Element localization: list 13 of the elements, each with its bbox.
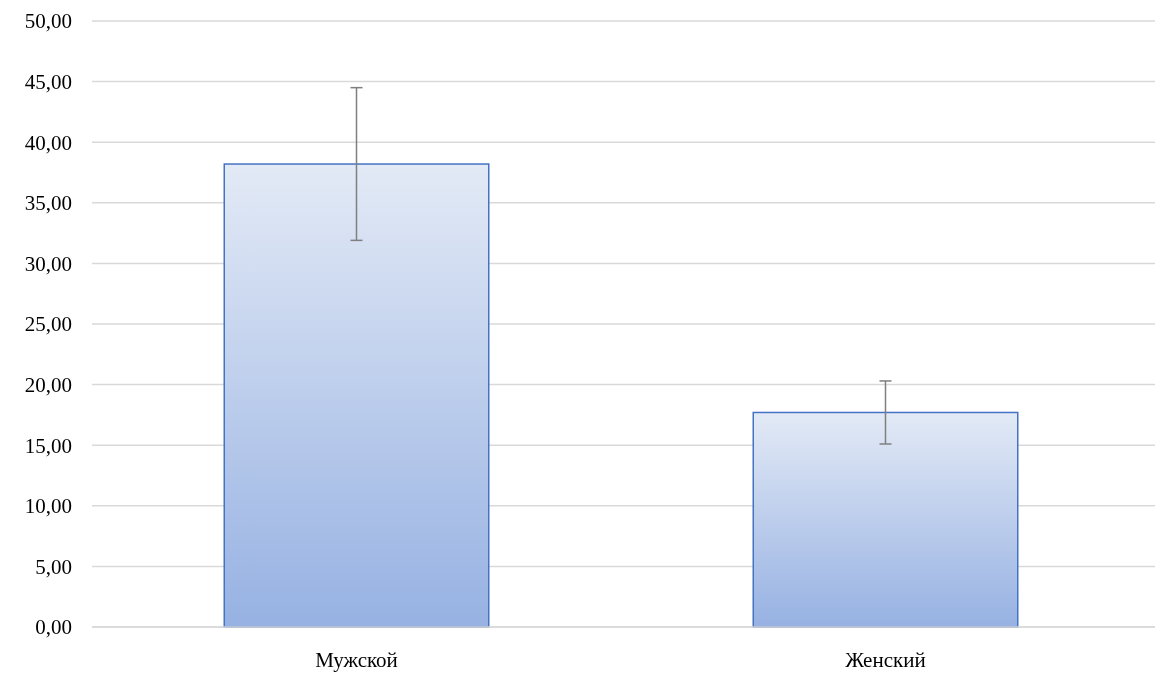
y-tick-label: 45,00 xyxy=(24,69,72,94)
y-tick-label: 25,00 xyxy=(24,312,72,337)
y-tick-label: 40,00 xyxy=(24,130,72,155)
y-tick-label: 30,00 xyxy=(24,251,72,276)
y-tick-label: 50,00 xyxy=(24,9,72,34)
x-tick-label: Женский xyxy=(845,648,926,672)
y-tick-label: 15,00 xyxy=(24,433,72,458)
y-tick-label: 20,00 xyxy=(24,372,72,397)
x-tick-label: Мужской xyxy=(315,648,398,672)
y-tick-label: 35,00 xyxy=(24,191,72,216)
y-tick-label: 10,00 xyxy=(24,494,72,519)
y-tick-label: 0,00 xyxy=(35,615,72,640)
y-tick-label: 5,00 xyxy=(35,554,72,579)
